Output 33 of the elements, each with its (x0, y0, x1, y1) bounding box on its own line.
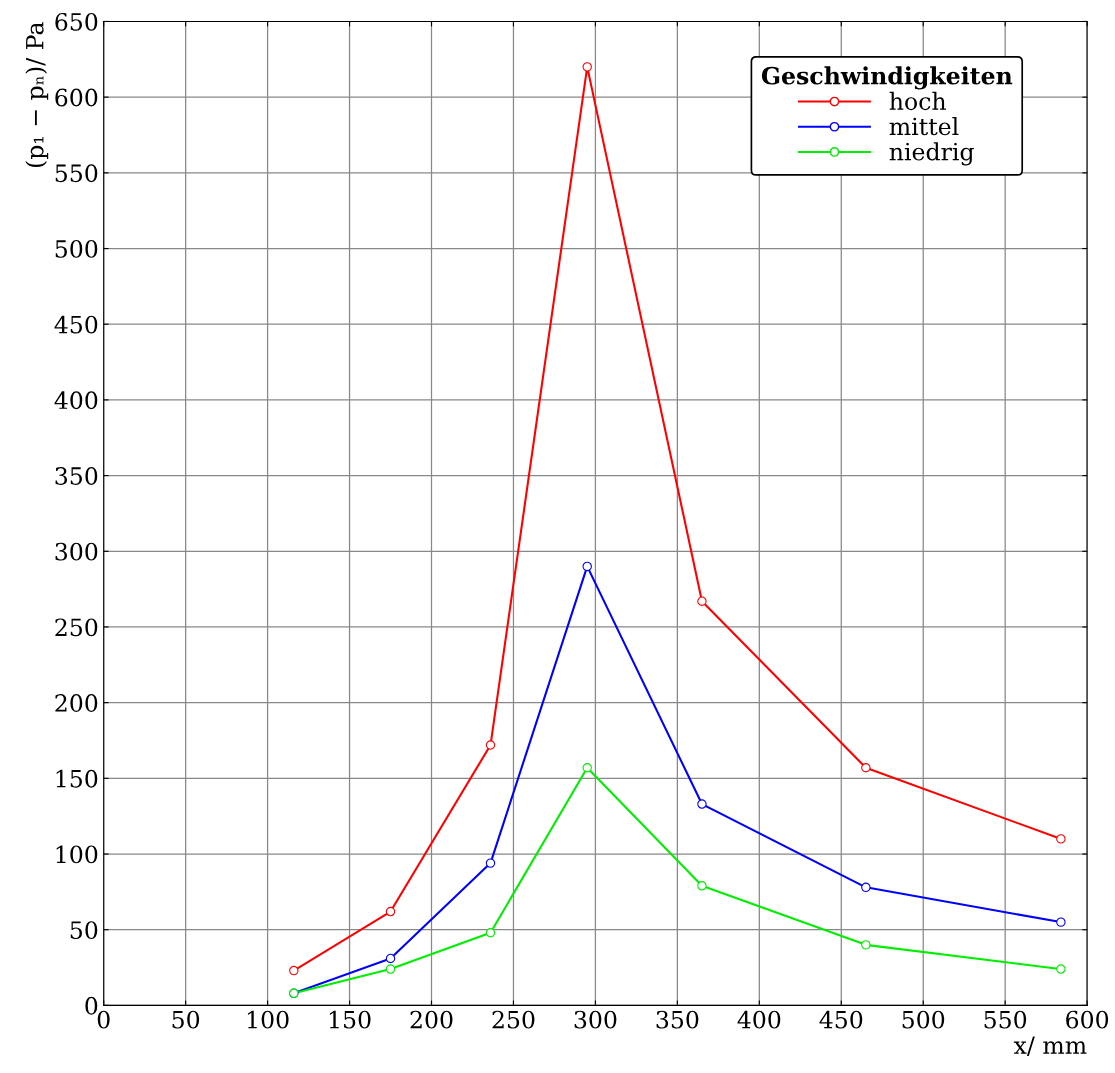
y-tick-label: 100 (56, 845, 98, 864)
y-tick-label: 250 (55, 618, 98, 637)
x-tick-label: 250 (492, 1010, 535, 1029)
y-tick-label: 300 (55, 542, 98, 561)
x-tick-label: 200 (410, 1010, 453, 1029)
y-tick-label: 550 (55, 164, 98, 183)
x-tick-label: 100 (247, 1010, 289, 1029)
x-tick-label: 300 (574, 1010, 617, 1029)
y-tick-label: 350 (55, 467, 98, 485)
x-axis-title: x/ mm (1013, 1036, 1087, 1057)
y-tick-label: 200 (55, 694, 98, 712)
x-tick-label: 350 (656, 1010, 699, 1029)
y-tick-label: 450 (54, 315, 98, 334)
y-tick-label: 650 (55, 12, 98, 31)
y-tick-label: 50 (70, 921, 98, 940)
legend-label: niedrig (889, 142, 974, 166)
legend-label: mittel (889, 117, 959, 136)
y-axis-title: (p₁ − pₙ)/ Pa (25, 22, 49, 168)
y-tick-label: 400 (54, 391, 98, 410)
x-tick-label: 0 (97, 1010, 110, 1029)
x-tick-label: 150 (329, 1010, 371, 1029)
y-tick-label: 0 (85, 996, 98, 1015)
legend-title: Geschwindigkeiten (761, 66, 1013, 90)
x-tick-label: 50 (172, 1010, 200, 1029)
x-tick-label: 400 (737, 1010, 781, 1029)
x-tick-label: 450 (819, 1010, 863, 1029)
x-tick-label: 500 (902, 1010, 945, 1029)
legend-label: hoch (889, 91, 946, 111)
y-tick-label: 150 (56, 769, 98, 788)
y-tick-label: 600 (55, 88, 98, 107)
y-tick-label: 500 (55, 239, 98, 258)
x-tick-label: 550 (984, 1010, 1027, 1029)
x-tick-label: 600 (1066, 1010, 1109, 1029)
